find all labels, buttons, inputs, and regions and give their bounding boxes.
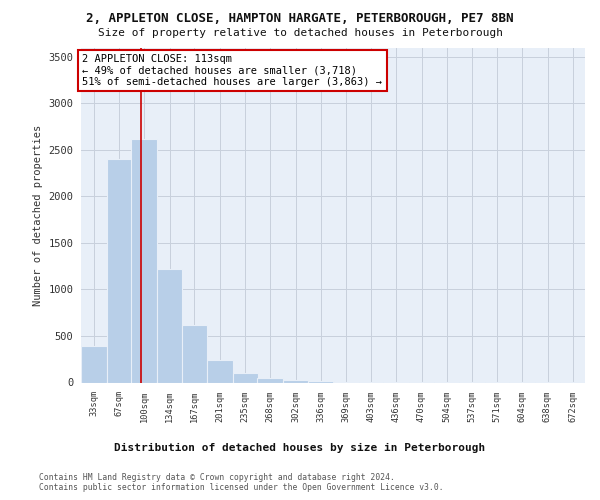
Bar	[283, 380, 308, 382]
Y-axis label: Number of detached properties: Number of detached properties	[33, 124, 43, 306]
Text: Contains public sector information licensed under the Open Government Licence v3: Contains public sector information licen…	[39, 482, 443, 492]
Bar	[81, 346, 107, 383]
Bar	[233, 373, 258, 382]
Text: 2, APPLETON CLOSE, HAMPTON HARGATE, PETERBOROUGH, PE7 8BN: 2, APPLETON CLOSE, HAMPTON HARGATE, PETE…	[86, 12, 514, 26]
Bar	[182, 325, 207, 382]
Bar	[157, 269, 182, 382]
Bar	[257, 378, 283, 382]
Bar	[308, 380, 334, 382]
Bar	[107, 159, 132, 382]
Text: 2 APPLETON CLOSE: 113sqm
← 49% of detached houses are smaller (3,718)
51% of sem: 2 APPLETON CLOSE: 113sqm ← 49% of detach…	[83, 54, 383, 87]
Text: Size of property relative to detached houses in Peterborough: Size of property relative to detached ho…	[97, 28, 503, 38]
Text: Distribution of detached houses by size in Peterborough: Distribution of detached houses by size …	[115, 442, 485, 452]
Text: Contains HM Land Registry data © Crown copyright and database right 2024.: Contains HM Land Registry data © Crown c…	[39, 472, 395, 482]
Bar	[131, 138, 157, 382]
Bar	[207, 360, 233, 382]
